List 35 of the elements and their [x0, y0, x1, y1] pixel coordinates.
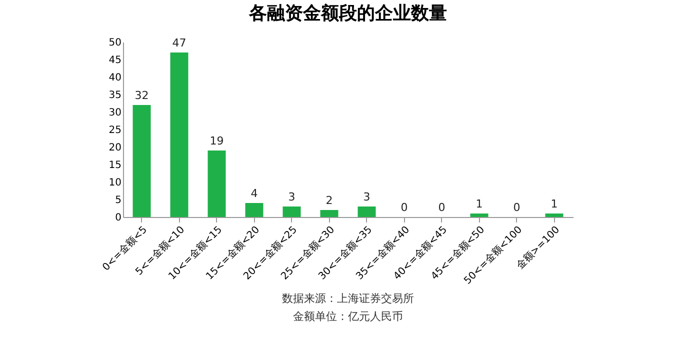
chart-title: 各融资金额段的企业数量: [248, 3, 447, 24]
text: 金额单位：亿元人民币: [293, 310, 403, 323]
data-label: 32: [134, 89, 149, 102]
y-tick-label: 15: [108, 160, 122, 171]
source-note: 数据来源：上海证券交易所: [282, 292, 414, 305]
data-label: 2: [326, 194, 333, 207]
y-tick-label: 35: [108, 90, 122, 101]
data-label: 3: [288, 190, 296, 204]
bar: [245, 203, 264, 217]
y-tick-label: 45: [108, 55, 122, 66]
bar: [320, 210, 338, 217]
data-label: 0: [438, 201, 446, 214]
bar: [170, 52, 188, 217]
y-tick-label: 20: [108, 142, 122, 154]
y-tick-label: 25: [108, 125, 122, 136]
y-tick-label: 30: [108, 108, 122, 118]
bar: [282, 206, 301, 217]
data-label: 0: [400, 201, 408, 214]
bar: [470, 214, 488, 217]
y-tick-label: 0: [115, 212, 122, 224]
data-label: 19: [210, 134, 224, 148]
data-label: 1: [550, 198, 558, 210]
y-tick-label: 5: [115, 195, 122, 206]
bar: [358, 206, 376, 217]
data-label: 1: [476, 198, 483, 210]
data-label: 0: [513, 201, 520, 214]
y-tick-label: 40: [108, 72, 122, 84]
bar: [208, 150, 226, 217]
data-label: 4: [250, 187, 258, 200]
data-label: 47: [172, 36, 186, 50]
y-tick-label: 10: [108, 178, 122, 188]
bar: [132, 105, 151, 217]
data-label: 3: [363, 190, 370, 204]
bar: [545, 214, 564, 217]
y-tick-label: 50: [108, 38, 122, 48]
